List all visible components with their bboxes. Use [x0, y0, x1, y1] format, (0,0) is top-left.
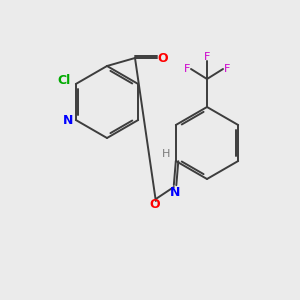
- Text: Cl: Cl: [57, 74, 70, 88]
- Text: H: H: [162, 149, 170, 159]
- Text: F: F: [224, 64, 230, 74]
- Text: N: N: [63, 113, 73, 127]
- Text: N: N: [169, 185, 180, 199]
- Text: F: F: [204, 52, 210, 62]
- Text: O: O: [158, 52, 168, 64]
- Text: O: O: [149, 197, 160, 211]
- Text: F: F: [184, 64, 190, 74]
